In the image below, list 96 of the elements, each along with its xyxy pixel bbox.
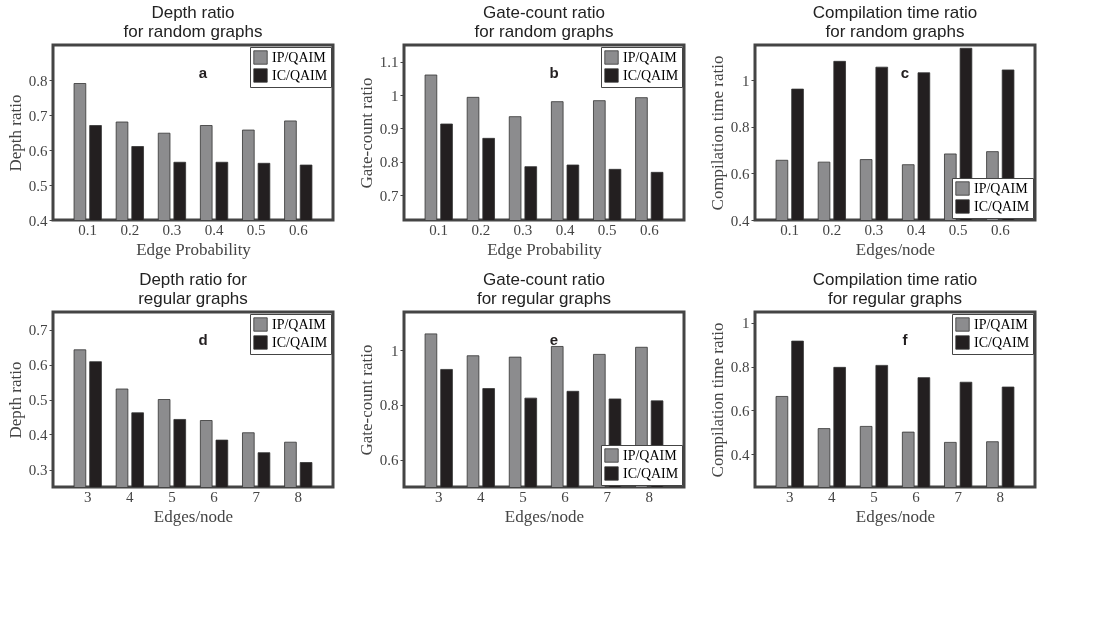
x-axis-title: Edge Probability <box>487 239 603 259</box>
y-tick-label: 0.5 <box>28 177 48 194</box>
x-tick-label: 0.3 <box>864 221 884 238</box>
legend-label: IC/QAIM <box>623 465 679 481</box>
legend-label: IC/QAIM <box>272 67 328 83</box>
y-tick-label: 0.6 <box>730 165 750 182</box>
legend-label: IP/QAIM <box>272 316 327 332</box>
y-tick-label: 1 <box>742 315 750 332</box>
y-tick-label: 0.8 <box>730 359 750 376</box>
x-tick-label: 5 <box>519 488 527 505</box>
y-axis-title: Depth ratio <box>5 94 25 172</box>
x-tick-label: 0.2 <box>120 221 140 238</box>
x-tick-label: 8 <box>996 488 1005 505</box>
annotation: b <box>549 64 559 81</box>
chart-title: Gate-count ratio for regular graphs <box>476 270 612 308</box>
y-tick-label: 0.6 <box>379 452 399 469</box>
x-tick-label: 0.6 <box>639 221 660 238</box>
x-tick-label: 0.2 <box>471 221 491 238</box>
annotation: e <box>549 331 559 348</box>
legend-label: IP/QAIM <box>974 180 1029 196</box>
x-tick-label: 6 <box>210 488 219 505</box>
x-axis-title: Edges/node <box>855 506 936 526</box>
x-tick-label: 0.6 <box>288 221 309 238</box>
x-tick-label: 0.1 <box>78 221 98 238</box>
y-tick-label: 0.6 <box>28 357 48 373</box>
legend-label: IC/QAIM <box>974 198 1030 214</box>
y-tick-label: 0.5 <box>28 392 48 408</box>
annotation: d <box>198 331 208 348</box>
x-tick-label: 6 <box>561 488 570 505</box>
x-tick-label: 6 <box>912 488 921 505</box>
chart-title: Gate-count ratio for random graphs <box>474 3 614 41</box>
x-tick-label: 8 <box>645 488 654 505</box>
legend-label: IC/QAIM <box>974 334 1030 350</box>
legend-label: IP/QAIM <box>272 49 327 65</box>
legend-label: IC/QAIM <box>623 67 679 83</box>
y-axis-title: Gate-count ratio <box>356 77 376 189</box>
x-tick-label: 4 <box>126 488 135 505</box>
x-tick-label: 7 <box>603 488 612 505</box>
legend-label: IC/QAIM <box>272 334 328 350</box>
y-tick-label: 1 <box>742 72 750 89</box>
x-tick-label: 0.6 <box>990 221 1011 238</box>
legend-label: IP/QAIM <box>974 316 1029 332</box>
y-tick-label: 0.4 <box>28 427 48 443</box>
y-tick-label: 0.7 <box>28 107 48 124</box>
x-tick-label: 8 <box>294 488 303 505</box>
x-tick-label: 5 <box>870 488 878 505</box>
x-tick-label: 7 <box>954 488 963 505</box>
chart-title: Depth ratio for random graphs <box>123 3 263 41</box>
annotation: f <box>902 331 909 348</box>
x-tick-label: 0.3 <box>513 221 533 238</box>
x-tick-label: 3 <box>785 488 794 505</box>
y-tick-label: 0.3 <box>28 462 48 478</box>
chart-title: Compilation time ratio for regular graphs <box>812 270 978 308</box>
chart-title: Compilation time ratio for random graphs <box>812 3 978 41</box>
x-tick-label: 7 <box>252 488 261 505</box>
y-tick-label: 1 <box>391 87 399 104</box>
y-tick-label: 0.8 <box>730 119 750 136</box>
y-tick-label: 0.7 <box>28 322 48 338</box>
x-tick-label: 0.2 <box>822 221 842 238</box>
x-axis-title: Edges/node <box>855 239 936 259</box>
x-tick-label: 0.5 <box>948 221 968 238</box>
y-tick-label: 0.4 <box>730 446 750 463</box>
x-tick-label: 3 <box>83 488 92 505</box>
y-axis-title: Gate-count ratio <box>356 344 376 456</box>
legend-label: IP/QAIM <box>623 447 678 463</box>
y-tick-label: 0.8 <box>28 72 48 89</box>
legend-label: IP/QAIM <box>623 49 678 65</box>
x-axis-title: Edge Probability <box>136 239 252 259</box>
x-tick-label: 5 <box>168 488 176 505</box>
x-tick-label: 4 <box>828 488 837 505</box>
y-tick-label: 0.6 <box>28 142 48 159</box>
x-tick-label: 0.1 <box>780 221 800 238</box>
y-tick-label: 1.1 <box>379 54 399 71</box>
y-axis-title: Compilation time ratio <box>707 55 727 211</box>
x-tick-label: 0.3 <box>162 221 182 238</box>
chart-title: Depth ratio for regular graphs <box>138 270 248 308</box>
y-tick-label: 0.8 <box>379 154 399 171</box>
y-axis-title: Depth ratio <box>5 361 25 439</box>
annotation: a <box>198 64 208 81</box>
y-tick-label: 0.6 <box>730 402 750 419</box>
x-tick-label: 4 <box>477 488 486 505</box>
annotation: c <box>900 64 910 81</box>
x-axis-title: Edges/node <box>153 506 234 526</box>
x-tick-label: 0.1 <box>429 221 449 238</box>
y-tick-label: 0.7 <box>379 187 399 204</box>
x-tick-label: 0.4 <box>555 221 575 238</box>
y-tick-label: 0.9 <box>379 120 399 137</box>
x-tick-label: 0.4 <box>906 221 926 238</box>
x-axis-title: Edges/node <box>504 506 585 526</box>
x-tick-label: 0.5 <box>246 221 266 238</box>
y-tick-label: 1 <box>391 342 399 359</box>
y-tick-label: 0.8 <box>379 397 399 414</box>
x-tick-label: 3 <box>434 488 443 505</box>
x-tick-label: 0.4 <box>204 221 224 238</box>
y-axis-title: Compilation time ratio <box>707 322 727 478</box>
x-tick-label: 0.5 <box>597 221 617 238</box>
